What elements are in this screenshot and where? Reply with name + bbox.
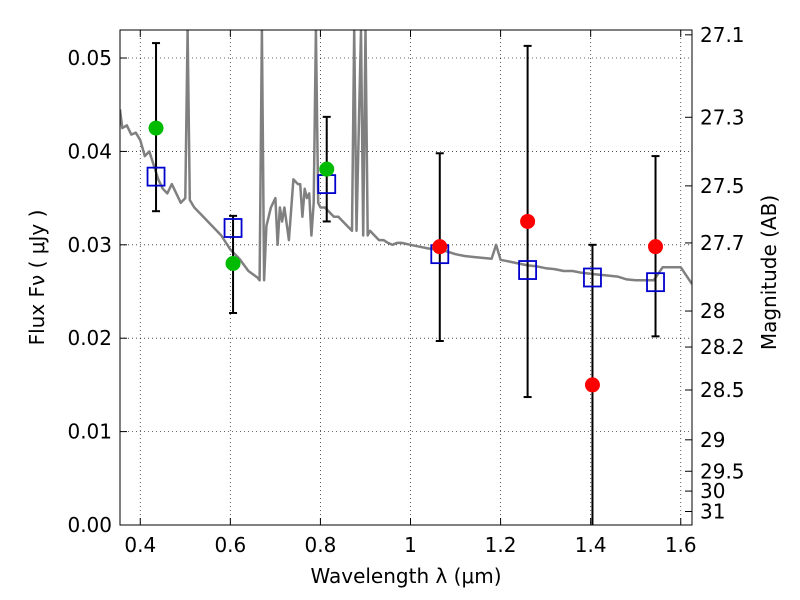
x-axis-label: Wavelength λ (μm)	[310, 564, 501, 588]
x-tick-label: 1.6	[665, 533, 697, 557]
model-spectrum	[120, 30, 692, 285]
model-photometry-squares	[146, 166, 665, 293]
model-photometry-square	[646, 272, 665, 293]
y2-tick-label: 28	[700, 299, 725, 323]
observed-point	[148, 120, 164, 136]
x-tick-label: 1.4	[575, 533, 607, 557]
y2-tick-label: 30	[700, 479, 725, 503]
x-tick-label: 0.8	[305, 533, 337, 557]
y-axis-label: Flux Fν ( μJy )	[25, 210, 49, 346]
y2-tick-label: 27.7	[700, 231, 745, 255]
x-tick-label: 1	[404, 533, 417, 557]
spectrum-line	[120, 30, 692, 285]
y-tick-label: 0.03	[67, 233, 112, 257]
y-tick-label: 0.00	[67, 513, 112, 537]
y2-axis-label: Magnitude (AB)	[757, 195, 781, 350]
model-photometry-square	[146, 166, 166, 187]
model-photometry-square	[583, 267, 602, 288]
observed-point	[520, 213, 536, 229]
y2-tick-label: 29.5	[700, 459, 745, 483]
y-tick-label: 0.01	[67, 420, 112, 444]
x-tick-label: 0.6	[214, 533, 246, 557]
x-tick-label: 1.2	[485, 533, 517, 557]
observed-photometry-points	[148, 120, 664, 393]
observed-point	[432, 239, 448, 255]
y-axis-ticks: 0.00 0.01 0.02 0.03 0.04 0.05	[67, 46, 127, 537]
y-tick-label: 0.02	[67, 326, 112, 350]
y-tick-label: 0.04	[67, 139, 112, 163]
model-photometry-square	[223, 218, 243, 238]
observed-point	[319, 161, 335, 177]
plot-frame	[119, 29, 693, 526]
y2-tick-label: 27.3	[700, 105, 745, 129]
y2-tick-label: 31	[700, 499, 725, 523]
observed-point	[648, 239, 664, 255]
x-axis-ticks: 0.4 0.6 0.8 1 1.2 1.4 1.6	[124, 30, 697, 557]
y2-tick-label: 27.5	[700, 174, 745, 198]
error-bars	[152, 42, 660, 525]
y2-tick-label: 27.1	[700, 23, 745, 47]
observed-point	[584, 377, 600, 393]
y2-tick-label: 28.5	[700, 378, 745, 402]
y2-tick-label: 29	[700, 428, 725, 452]
y-tick-label: 0.05	[67, 46, 112, 70]
model-photometry-square	[518, 260, 538, 280]
y2-tick-label: 28.2	[700, 335, 745, 359]
observed-point	[225, 255, 241, 271]
x-tick-label: 0.4	[124, 533, 156, 557]
